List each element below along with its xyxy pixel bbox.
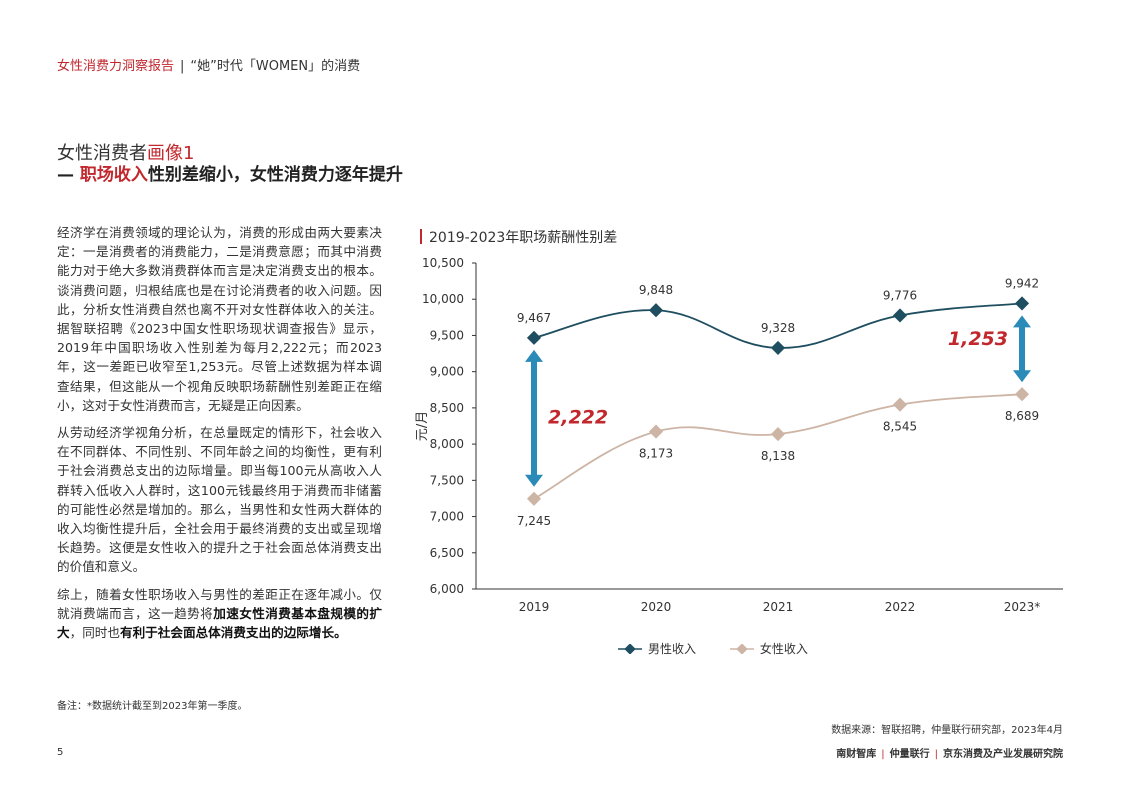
paragraph-1: 经济学在消费领域的理论认为，消费的形成由两大要素决定：一是消费者的消费能力，二是… — [57, 225, 382, 413]
male-point-2022 — [892, 308, 908, 323]
female-data-label: 8,138 — [761, 449, 795, 463]
female-point-2022 — [892, 397, 908, 412]
male-point-2023* — [1014, 296, 1030, 311]
salary-gap-chart: 6,000 6,500 7,000 7,500 8,000 8,500 9,000 9,500… — [415, 256, 1063, 614]
y-tick-label: 8,500 — [430, 401, 464, 415]
female-data-label: 8,689 — [1005, 409, 1039, 423]
y-tick-label: 9,500 — [430, 328, 464, 342]
y-tick-label: 10,000 — [422, 292, 464, 306]
female-legend-marker — [729, 643, 754, 654]
chart-title: 2019-2023年职场薪酬性别差 — [420, 227, 617, 247]
footer-org-1: 南财智库 — [836, 749, 877, 760]
header-separator: | — [180, 59, 185, 74]
gap-arrow-2019 — [525, 349, 543, 487]
female-point-2023* — [1014, 387, 1030, 402]
male-data-label: 9,848 — [639, 283, 673, 297]
footnote: 备注：*数据统计截至到2023年第一季度。 — [57, 701, 248, 712]
female-point-2021 — [770, 427, 786, 442]
male-point-2019 — [526, 330, 542, 345]
footer-separator-1: | — [881, 749, 885, 760]
report-header: 女性消费力洞察报告 | “她”时代「WOMEN」的消费 — [57, 58, 360, 76]
y-tick-label: 7,500 — [430, 473, 464, 487]
x-tick-label: 2019 — [519, 600, 550, 614]
chart-legend: 男性收入 女性收入 — [618, 640, 838, 657]
male-point-2021 — [770, 340, 786, 355]
section-title: 女性消费者画像1 — [57, 142, 194, 166]
section-subtitle-rest: 性别差缩小，女性消费力逐年提升 — [147, 165, 403, 185]
footer-org-2: 仲量联行 — [889, 749, 930, 760]
paragraph-3-a: 综上，随着女性职场收入与男性的差距正在逐年减小。仅就消费端而言，这一趋势将 — [57, 586, 382, 621]
gap-label-2023: 1,253 — [948, 328, 1008, 350]
data-source: 数据来源：智联招聘，仲量联行研究部，2023年4月 — [831, 725, 1063, 736]
legend-item-male: 男性收入 — [618, 640, 696, 657]
y-axis-label: 元/月 — [415, 411, 430, 441]
legend-item-female: 女性收入 — [729, 640, 808, 657]
y-tick-label: 9,000 — [430, 365, 464, 379]
footer-org-3: 京东消费及产业发展研究院 — [943, 749, 1063, 760]
female-data-label: 7,245 — [517, 514, 551, 528]
x-tick-label: 2022 — [885, 600, 916, 614]
y-tick-label: 6,000 — [430, 582, 464, 596]
paragraph-3-bold-2: 有利于社会面总体消费支出的边际增长。 — [119, 625, 347, 641]
report-subtitle: “她”时代「WOMEN」的消费 — [190, 59, 361, 74]
x-tick-label: 2021 — [763, 600, 794, 614]
section-title-highlight: 画像1 — [147, 143, 195, 164]
gap-label-2019: 2,222 — [548, 406, 608, 428]
legend-label-male: 男性收入 — [648, 642, 697, 656]
paragraph-2: 从劳动经济学视角分析，在总量既定的情形下，社会收入在不同群体、不同性别、不同年龄… — [57, 425, 382, 575]
male-data-label: 9,467 — [517, 311, 551, 325]
y-tick-label: 7,000 — [430, 510, 464, 524]
paragraph-3: 综上，随着女性职场收入与男性的差距正在逐年减小。仅就消费端而言，这一趋势将加速女… — [57, 585, 382, 643]
female-data-label: 8,545 — [883, 420, 917, 434]
male-legend-marker — [618, 643, 642, 654]
section-title-prefix: 女性消费者 — [57, 143, 147, 164]
x-tick-label: 2020 — [641, 600, 672, 614]
footer-separator-2: | — [934, 749, 938, 760]
section-subtitle: — 职场收入性别差缩小，女性消费力逐年提升 — [57, 163, 403, 187]
male-data-label: 9,776 — [883, 288, 917, 302]
female-point-2020 — [648, 424, 664, 439]
report-name: 女性消费力洞察报告 — [57, 59, 175, 74]
male-point-2020 — [648, 303, 664, 318]
body-text: 经济学在消费领域的理论认为，消费的形成由两大要素决定：一是消费者的消费能力，二是… — [57, 223, 382, 650]
gap-arrow-2023 — [1013, 315, 1031, 383]
female-point-2019 — [526, 491, 542, 506]
x-tick-label: 2023* — [1004, 600, 1041, 614]
female-data-label: 8,173 — [639, 447, 673, 461]
chart-title-text: 2019-2023年职场薪酬性别差 — [429, 230, 618, 246]
paragraph-3-bold-1: 加速女性消费基本盘规模的扩大 — [57, 605, 383, 641]
y-tick-label: 6,500 — [430, 546, 464, 560]
paragraph-3-c: ，同时也 — [69, 625, 120, 641]
footer-orgs: 南财智库 | 仲量联行 | 京东消费及产业发展研究院 — [836, 745, 1063, 760]
y-tick-label: 10,500 — [422, 256, 464, 270]
section-subtitle-dash: — — [57, 165, 80, 185]
legend-label-female: 女性收入 — [759, 642, 808, 656]
y-tick-label: 8,000 — [430, 437, 464, 451]
male-data-label: 9,328 — [761, 321, 795, 335]
chart-title-marker — [420, 229, 422, 244]
section-subtitle-highlight: 职场收入 — [79, 165, 148, 185]
male-data-label: 9,942 — [1005, 276, 1039, 290]
page-number: 5 — [57, 747, 64, 758]
